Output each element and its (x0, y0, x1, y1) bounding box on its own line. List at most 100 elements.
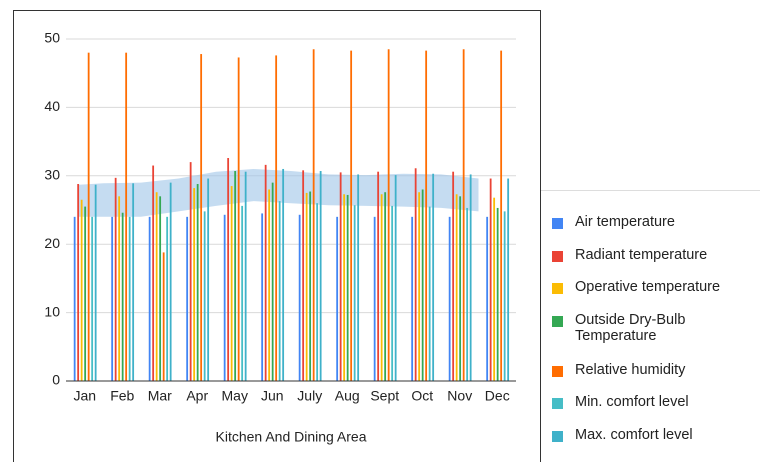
bar (500, 50, 503, 382)
bar (152, 165, 155, 381)
bar (159, 196, 162, 381)
bar (128, 216, 131, 381)
bar (469, 174, 472, 381)
bar (132, 183, 135, 381)
bar (302, 170, 305, 381)
bar (421, 189, 424, 381)
x-axis-title: Kitchen And Dining Area (216, 429, 367, 445)
bar (459, 196, 462, 381)
bar (271, 182, 274, 381)
bar (336, 216, 339, 381)
y-tick-label: 50 (44, 30, 60, 46)
bar (319, 171, 322, 381)
y-tick-label: 0 (52, 372, 60, 388)
bar (414, 168, 417, 381)
bar (425, 50, 428, 382)
legend-swatch (552, 283, 563, 294)
bar (353, 205, 356, 381)
bar (282, 168, 285, 381)
bar (196, 184, 199, 381)
bar (377, 171, 380, 381)
bar (264, 164, 267, 381)
legend-label: Max. comfort level (575, 426, 693, 443)
bar (125, 52, 128, 382)
bar (94, 184, 97, 381)
bar (227, 158, 230, 381)
legend-label: Relative humidity (575, 361, 686, 378)
bar (346, 194, 349, 381)
bar (309, 191, 312, 381)
bar (343, 194, 346, 381)
bar (489, 178, 492, 381)
bar (452, 171, 455, 381)
x-tick-label: Jan (73, 388, 96, 404)
bar (418, 192, 421, 381)
bar (387, 49, 390, 381)
x-tick-label: Nov (447, 388, 472, 404)
x-tick-label: Sept (370, 388, 399, 404)
x-tick-label: Jun (261, 388, 284, 404)
legend-item: Air temperature (552, 214, 757, 247)
legend-label: Radiant temperature (575, 246, 708, 263)
bar (244, 171, 247, 381)
bar (350, 50, 353, 382)
legend-swatch (552, 250, 563, 262)
bar (339, 172, 342, 381)
bar (234, 171, 237, 381)
x-tick-label: July (297, 388, 322, 404)
legend-item: Outside Dry-Bulb Temperature (552, 312, 757, 362)
x-tick-label: Oct (411, 388, 433, 404)
bar (261, 213, 264, 381)
bar (91, 216, 94, 381)
bar (411, 216, 414, 381)
legend-item: Max. comfort level (552, 427, 757, 460)
bar (428, 206, 431, 381)
y-tick-label: 40 (44, 98, 60, 114)
bar (155, 192, 158, 381)
bar (87, 52, 90, 382)
legend-item: Operative temperature (552, 279, 757, 312)
legend-label: Min. comfort level (575, 394, 689, 410)
x-tick-label: Dec (485, 388, 510, 404)
legend-label: Air temperature (575, 214, 675, 230)
bar (111, 216, 114, 381)
bar (312, 49, 315, 381)
bar (169, 182, 172, 381)
bar (148, 216, 151, 381)
bar (486, 216, 489, 381)
y-tick-label: 30 (44, 167, 60, 183)
bar (278, 201, 281, 381)
x-tick-label: Feb (110, 388, 134, 404)
bar (391, 205, 394, 381)
bar (493, 197, 496, 381)
bar (162, 252, 165, 381)
bar (207, 178, 210, 381)
bar (200, 54, 203, 381)
bar (496, 207, 499, 381)
x-tick-label: Mar (148, 388, 172, 404)
legend: Air temperature Radiant temperature Operat… (552, 214, 757, 459)
bar (357, 174, 360, 381)
bar (384, 192, 387, 381)
bar (380, 194, 383, 381)
legend-swatch (552, 430, 563, 442)
y-tick-label: 10 (44, 303, 60, 319)
x-tick-label: Apr (186, 388, 208, 404)
legend-swatch (552, 398, 563, 409)
bar (394, 175, 397, 381)
bar (203, 211, 206, 381)
bar (275, 55, 278, 381)
legend-swatch (552, 218, 563, 229)
bar (84, 206, 87, 381)
bar (298, 214, 301, 381)
bar (121, 212, 124, 381)
bar (241, 205, 244, 381)
bar (268, 189, 271, 381)
bar (455, 194, 458, 381)
bar (466, 207, 469, 381)
bar (462, 49, 465, 381)
bar (373, 216, 376, 381)
bar (193, 188, 196, 381)
legend-label: Outside Dry-Bulb Temperature (575, 311, 686, 344)
bar (237, 57, 240, 382)
